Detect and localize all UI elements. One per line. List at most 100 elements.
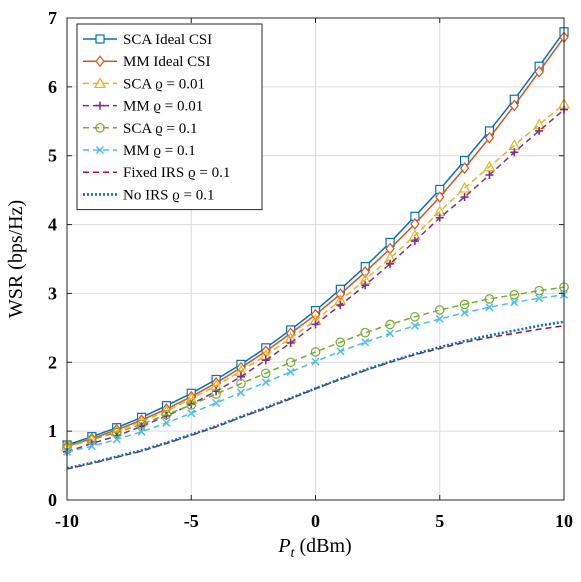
series-5 [62,282,569,450]
series-point [310,347,321,357]
series-line [66,103,565,448]
series-point [336,301,345,310]
series-point [311,320,320,329]
legend-label: No IRS ϱ = 0.1 [123,187,215,203]
x-axis-title-sub: t [291,546,296,561]
legend-label: MM ϱ = 0.1 [123,143,196,159]
series-point [162,418,171,427]
series-point [111,427,122,438]
series-point [87,434,97,445]
series-point [136,419,147,430]
legend-label: SCA Ideal CSI [123,32,212,48]
y-tick-label: 0 [48,490,57,510]
series-point [484,131,495,144]
legend-label: Fixed IRS ϱ = 0.1 [123,165,230,181]
legend-label: SCA ϱ = 0.1 [123,121,197,137]
series-point [360,327,370,338]
series-point [137,427,146,436]
legend-entry: SCA Ideal CSI [83,32,212,48]
series-point [510,148,519,157]
legend-entry: No IRS ϱ = 0.1 [83,187,215,203]
series-point [509,290,520,300]
legend-marker [95,34,105,44]
series-point [336,347,345,356]
y-tick-label: 7 [48,8,57,28]
x-tick-label: -10 [55,511,79,531]
series-point [161,409,172,420]
series-point [460,193,469,202]
series-point [410,321,419,330]
series-point [485,303,494,312]
x-tick-label: 10 [555,511,573,531]
series-point [187,409,196,418]
legend-marker [95,55,105,68]
series-point [360,266,370,279]
series-line [66,320,565,470]
series-point [459,162,470,175]
series-point [510,298,519,307]
legend-marker [96,101,104,110]
series-point [286,339,295,348]
series-point [435,213,444,222]
y-tick-label: 1 [48,421,57,441]
series-point [261,378,270,387]
series-point [534,285,544,296]
legend-label: SCA ϱ = 0.01 [123,76,205,92]
x-tick-label: 0 [311,511,320,531]
series-point [484,294,495,304]
x-axis-title-main: P [277,535,290,557]
series-point [186,400,197,410]
legend-entry: MM Ideal CSI [83,54,211,70]
x-axis-title: Pt (dBm) [277,535,351,561]
x-tick-label: 5 [435,511,444,531]
legend-entry: SCA ϱ = 0.1 [83,121,197,137]
y-tick-label: 2 [48,352,57,372]
series-point [534,65,544,78]
x-axis-title-unit: (dBm) [294,535,351,557]
series-line [66,286,565,446]
legend-entry: MM ϱ = 0.01 [83,99,203,115]
y-axis-title: WSR (bps/Hz) [5,200,27,318]
series-point [410,312,420,322]
series-point [483,160,496,172]
series-point [485,170,494,179]
legend-marker [93,77,107,89]
series-point [260,368,271,379]
series-8 [66,320,565,470]
series-point [410,237,419,246]
series-point [410,217,420,230]
series-point [434,191,445,203]
series-point [434,305,445,315]
legend-box [76,23,263,211]
legend-marker [95,123,105,133]
series-point [385,319,395,330]
legend-label: MM ϱ = 0.01 [123,99,203,115]
series-point [311,357,320,366]
series-point [535,126,544,135]
series-point [361,338,370,347]
legend-entry: MM ϱ = 0.1 [83,143,196,159]
series-point [87,442,96,451]
legend-entry: Fixed IRS ϱ = 0.1 [83,165,230,181]
series-point [509,99,520,112]
series-point [236,378,246,389]
legend-marker [95,145,105,155]
legend-entry: SCA ϱ = 0.01 [83,76,205,92]
series-point [460,308,469,317]
axis-ticks: -10 -5 0 5 10 0 1 2 3 4 5 6 7 [48,8,573,531]
y-tick-label: 5 [48,146,57,166]
series-point [112,435,121,444]
legend: SCA Ideal CSI MM Ideal CSI SCA ϱ = 0.01 MM … [76,23,263,211]
series-point [212,398,221,407]
series-point [236,388,245,397]
series-point [261,356,270,365]
series-point [386,329,395,338]
series-layer [60,27,571,470]
x-tick-label: -5 [184,511,199,531]
series-point [211,389,221,399]
grid [66,17,565,501]
series-point [535,294,544,303]
y-tick-label: 4 [48,215,57,235]
series-point [361,281,370,290]
